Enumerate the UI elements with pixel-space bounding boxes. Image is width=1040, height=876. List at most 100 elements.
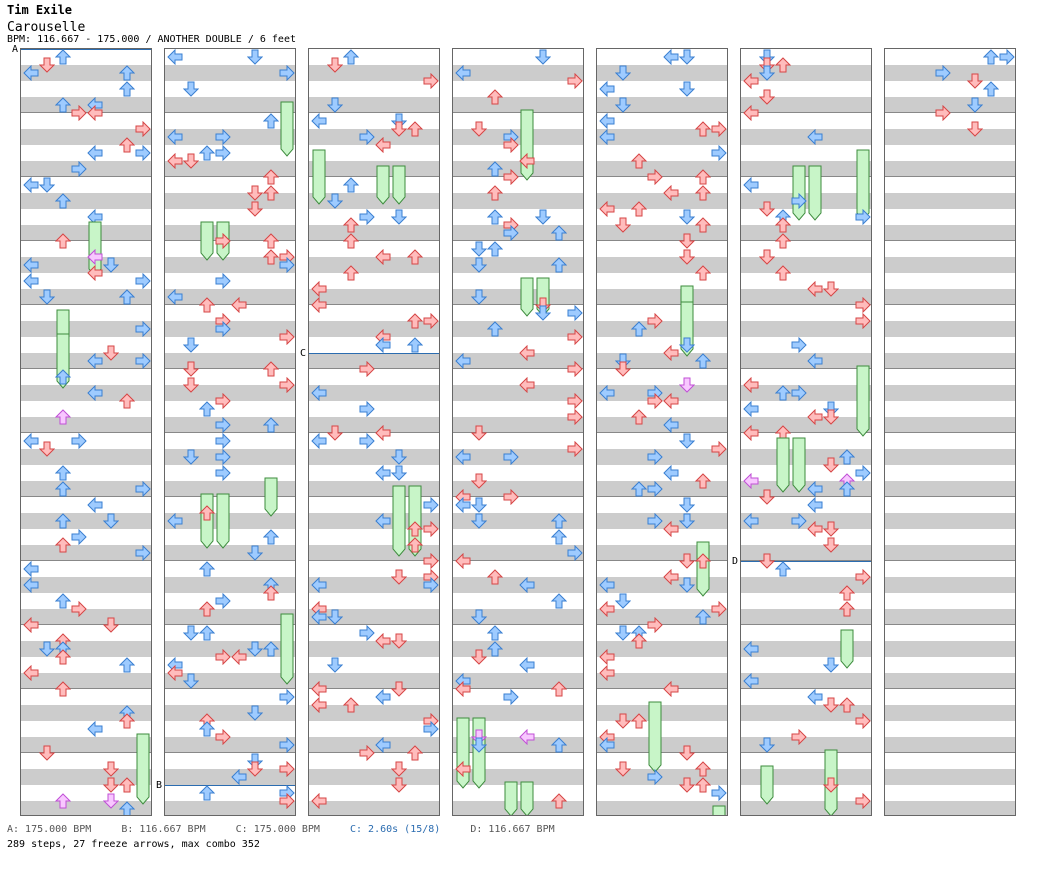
step-arrow-up	[119, 289, 135, 305]
step-arrow-down	[391, 681, 407, 697]
measure-line	[741, 112, 871, 113]
step-arrow-up	[407, 745, 423, 761]
chart-column-5	[596, 48, 728, 816]
step-arrow-down	[247, 641, 263, 657]
measure-line	[309, 688, 439, 689]
step-arrow-up	[631, 201, 647, 217]
measure-line	[309, 624, 439, 625]
step-arrow-right	[135, 481, 151, 497]
step-arrow-left	[743, 473, 759, 489]
measure-line	[885, 496, 1015, 497]
step-arrow-left	[663, 569, 679, 585]
step-arrow-right	[567, 73, 583, 89]
measure-line	[885, 368, 1015, 369]
step-arrow-left	[519, 153, 535, 169]
step-arrow-left	[311, 577, 327, 593]
freeze-arrow	[840, 629, 854, 669]
step-arrow-right	[279, 65, 295, 81]
step-arrow-left	[167, 49, 183, 65]
freeze-arrow	[392, 165, 406, 205]
step-arrow-right	[135, 353, 151, 369]
step-arrow-up	[631, 481, 647, 497]
step-arrow-left	[599, 649, 615, 665]
step-arrow-up	[775, 217, 791, 233]
step-arrow-right	[135, 321, 151, 337]
step-arrow-right	[567, 361, 583, 377]
step-arrow-down	[535, 305, 551, 321]
step-arrow-left	[311, 609, 327, 625]
freeze-arrow	[280, 613, 294, 685]
step-arrow-left	[375, 137, 391, 153]
step-arrow-down	[471, 241, 487, 257]
step-arrow-up	[487, 209, 503, 225]
step-arrow-right	[935, 65, 951, 81]
step-arrow-down	[615, 625, 631, 641]
freeze-arrow	[792, 437, 806, 493]
step-arrow-down	[471, 649, 487, 665]
step-arrow-down	[103, 617, 119, 633]
step-arrow-down	[103, 761, 119, 777]
step-arrow-left	[455, 681, 471, 697]
bpm-change-line	[741, 561, 871, 562]
freeze-arrow	[136, 733, 150, 805]
measure-line	[453, 560, 583, 561]
step-arrow-left	[663, 393, 679, 409]
step-arrow-left	[663, 417, 679, 433]
step-arrow-right	[279, 257, 295, 273]
step-arrow-right	[359, 745, 375, 761]
step-arrow-up	[343, 265, 359, 281]
step-arrow-left	[23, 433, 39, 449]
step-arrow-up	[199, 297, 215, 313]
step-arrow-up	[263, 169, 279, 185]
step-arrow-right	[855, 297, 871, 313]
step-arrow-up	[487, 321, 503, 337]
step-arrow-up	[695, 353, 711, 369]
step-arrow-left	[23, 65, 39, 81]
step-arrow-down	[759, 89, 775, 105]
step-arrow-right	[711, 601, 727, 617]
step-arrow-down	[823, 697, 839, 713]
step-arrow-left	[87, 497, 103, 513]
step-arrow-down	[823, 777, 839, 793]
measure-line	[885, 752, 1015, 753]
step-arrow-right	[71, 601, 87, 617]
step-arrow-right	[647, 449, 663, 465]
step-arrow-right	[503, 169, 519, 185]
step-arrow-up	[695, 473, 711, 489]
step-arrow-down	[759, 737, 775, 753]
step-arrow-right	[855, 465, 871, 481]
step-arrow-left	[455, 553, 471, 569]
step-arrow-right	[215, 129, 231, 145]
measure-line	[453, 752, 583, 753]
step-arrow-right	[215, 417, 231, 433]
step-arrow-up	[343, 233, 359, 249]
step-arrow-down	[391, 761, 407, 777]
bpm-legend: A: 175.000 BPM B: 116.667 BPM C: 175.000…	[7, 824, 579, 835]
step-arrow-up	[839, 697, 855, 713]
measure-line	[741, 752, 871, 753]
step-arrow-up	[199, 145, 215, 161]
step-arrow-up	[55, 681, 71, 697]
step-arrow-right	[215, 649, 231, 665]
step-arrow-down	[39, 641, 55, 657]
step-arrow-left	[87, 145, 103, 161]
chart-column-4	[452, 48, 584, 816]
step-arrow-right	[423, 521, 439, 537]
step-arrow-down	[391, 121, 407, 137]
step-arrow-right	[135, 121, 151, 137]
step-arrow-down	[679, 497, 695, 513]
step-arrow-right	[567, 393, 583, 409]
step-arrow-right	[279, 793, 295, 809]
step-arrow-left	[455, 761, 471, 777]
step-arrow-up	[263, 233, 279, 249]
freeze-arrow	[200, 221, 214, 261]
step-arrow-right	[855, 209, 871, 225]
step-arrow-right	[71, 433, 87, 449]
step-arrow-down	[679, 49, 695, 65]
measure-line	[885, 432, 1015, 433]
step-arrow-left	[311, 281, 327, 297]
step-arrow-down	[471, 513, 487, 529]
step-arrow-right	[647, 313, 663, 329]
step-arrow-left	[743, 401, 759, 417]
measure-line	[21, 368, 151, 369]
